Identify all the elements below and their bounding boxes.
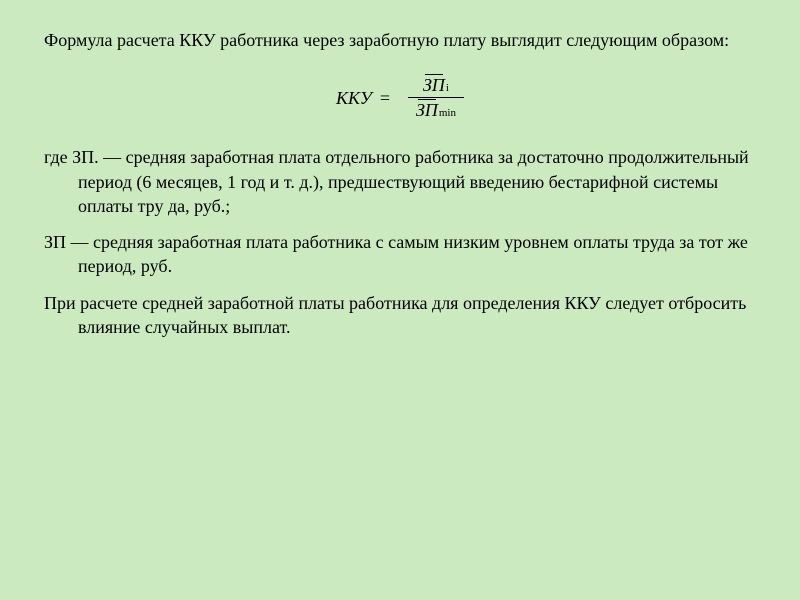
denominator-sub: min	[439, 108, 456, 119]
definition-zp-i: где ЗП. — средняя заработная плата отдел…	[44, 145, 756, 218]
equals-sign: =	[380, 86, 390, 110]
note-text: При расчете средней заработной платы раб…	[44, 291, 756, 340]
fraction-line	[408, 97, 464, 98]
numerator-base: ЗП	[423, 76, 445, 94]
numerator: ЗП i	[423, 76, 449, 94]
denominator: ЗП min	[416, 101, 456, 119]
fraction: ЗП i ЗП min	[408, 76, 464, 119]
numerator-sub: i	[446, 83, 449, 94]
formula-lhs: ККУ	[336, 86, 372, 110]
formula: ККУ = ЗП i ЗП min	[336, 76, 464, 119]
intro-text: Формула расчета ККУ работника через зара…	[44, 28, 756, 52]
slide: Формула расчета ККУ работника через зара…	[0, 0, 800, 600]
formula-block: ККУ = ЗП i ЗП min	[44, 76, 756, 119]
denominator-base: ЗП	[416, 101, 438, 119]
definition-zp-min: ЗП — средняя заработная плата работника …	[44, 230, 756, 279]
